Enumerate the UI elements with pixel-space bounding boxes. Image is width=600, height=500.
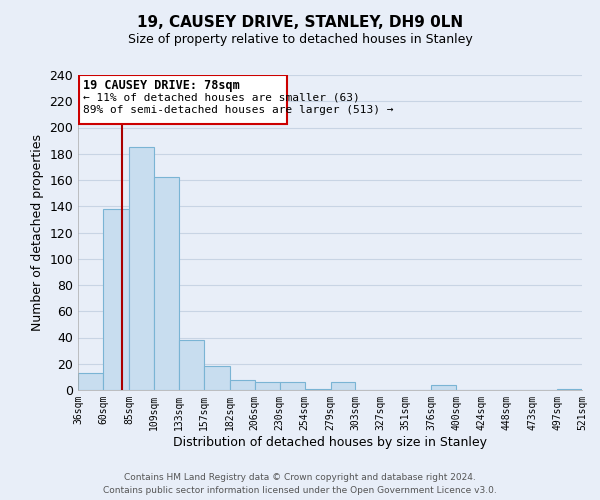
Bar xyxy=(204,366,230,390)
X-axis label: Distribution of detached houses by size in Stanley: Distribution of detached houses by size … xyxy=(173,436,487,448)
Bar xyxy=(305,388,331,390)
Bar xyxy=(154,178,179,390)
Bar xyxy=(230,380,254,390)
Bar xyxy=(129,147,154,390)
Text: 19, CAUSEY DRIVE, STANLEY, DH9 0LN: 19, CAUSEY DRIVE, STANLEY, DH9 0LN xyxy=(137,15,463,30)
Bar xyxy=(78,373,103,390)
FancyBboxPatch shape xyxy=(79,75,287,124)
Bar xyxy=(331,382,355,390)
Bar xyxy=(557,388,582,390)
Text: Size of property relative to detached houses in Stanley: Size of property relative to detached ho… xyxy=(128,32,472,46)
Text: Contains HM Land Registry data © Crown copyright and database right 2024.
Contai: Contains HM Land Registry data © Crown c… xyxy=(103,474,497,495)
Y-axis label: Number of detached properties: Number of detached properties xyxy=(31,134,44,331)
Bar xyxy=(280,382,305,390)
Bar xyxy=(103,209,129,390)
Text: 19 CAUSEY DRIVE: 78sqm: 19 CAUSEY DRIVE: 78sqm xyxy=(83,79,240,92)
Bar xyxy=(431,385,456,390)
Bar xyxy=(179,340,204,390)
Text: 89% of semi-detached houses are larger (513) →: 89% of semi-detached houses are larger (… xyxy=(83,105,394,115)
Bar xyxy=(254,382,280,390)
Text: ← 11% of detached houses are smaller (63): ← 11% of detached houses are smaller (63… xyxy=(83,92,360,102)
